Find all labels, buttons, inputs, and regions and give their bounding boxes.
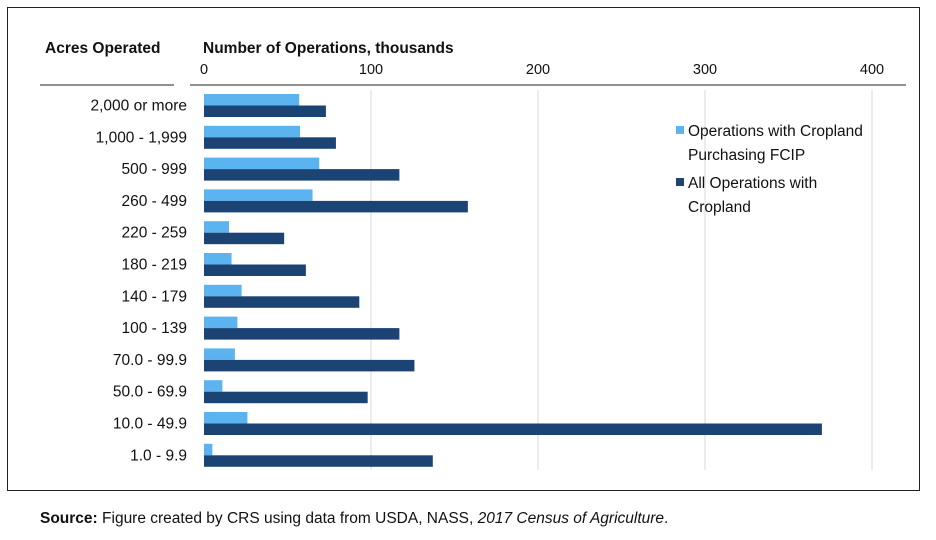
value-axis-label: Number of Operations, thousands xyxy=(203,40,454,57)
category-label: 100 - 139 xyxy=(122,320,188,337)
category-label: 1.0 - 9.9 xyxy=(130,447,187,464)
bar-all-operations xyxy=(204,328,400,340)
category-label: 260 - 499 xyxy=(122,193,188,210)
category-label: 1,000 - 1,999 xyxy=(96,129,187,146)
x-tick-label: 100 xyxy=(359,62,383,78)
source-label: Source: xyxy=(40,510,98,527)
bar-all-operations xyxy=(204,359,415,372)
x-tick-label: 0 xyxy=(200,62,208,78)
bar-fcip xyxy=(204,348,235,360)
category-label: 50.0 - 69.9 xyxy=(113,384,187,401)
bar-all-operations xyxy=(204,169,400,181)
category-label: 500 - 999 xyxy=(122,161,188,178)
legend-label: All Operations with xyxy=(688,175,817,192)
bar-fcip xyxy=(204,125,301,138)
bar-fcip xyxy=(204,253,232,265)
legend-label: Cropland xyxy=(688,199,751,216)
x-tick-label: 200 xyxy=(526,62,550,78)
chart-frame xyxy=(7,7,920,491)
category-label: 140 - 179 xyxy=(122,288,188,305)
legend-label: Purchasing FCIP xyxy=(688,147,805,164)
bar-all-operations xyxy=(204,105,326,117)
bar-fcip xyxy=(204,221,230,233)
bar-fcip xyxy=(204,316,238,329)
bar-all-operations xyxy=(204,296,360,308)
legend-swatch-all xyxy=(676,178,684,186)
bar-fcip xyxy=(204,380,223,392)
category-label: 220 - 259 xyxy=(122,225,188,242)
category-label: 2,000 or more xyxy=(91,98,188,115)
source-end: . xyxy=(664,510,669,527)
category-axis-label: Acres Operated xyxy=(45,40,160,57)
bar-fcip xyxy=(204,284,242,297)
category-label: 10.0 - 49.9 xyxy=(113,416,187,433)
x-tick-label: 300 xyxy=(693,62,717,78)
bar-all-operations xyxy=(204,391,368,404)
bar-all-operations xyxy=(204,232,285,245)
bar-fcip xyxy=(204,94,300,106)
source-text: Figure created by CRS using data from US… xyxy=(102,510,474,527)
legend-label: Operations with Cropland xyxy=(688,123,863,140)
bar-fcip xyxy=(204,157,320,170)
category-label: 70.0 - 99.9 xyxy=(113,352,187,369)
bar-fcip xyxy=(204,443,213,456)
bar-all-operations xyxy=(204,200,468,213)
bar-all-operations xyxy=(204,137,336,149)
category-label: 180 - 219 xyxy=(122,257,188,274)
bar-chart: Acres Operated Number of Operations, thou… xyxy=(40,40,906,470)
legend-swatch-fcip xyxy=(676,126,684,134)
bar-all-operations xyxy=(204,264,306,276)
x-tick-label: 400 xyxy=(860,62,884,78)
source-note: Source: Figure created by CRS using data… xyxy=(40,510,668,528)
source-citation: 2017 Census of Agriculture xyxy=(477,510,665,527)
bar-all-operations xyxy=(204,423,822,435)
bar-fcip xyxy=(204,412,248,424)
bar-all-operations xyxy=(204,455,433,467)
bar-fcip xyxy=(204,189,313,201)
